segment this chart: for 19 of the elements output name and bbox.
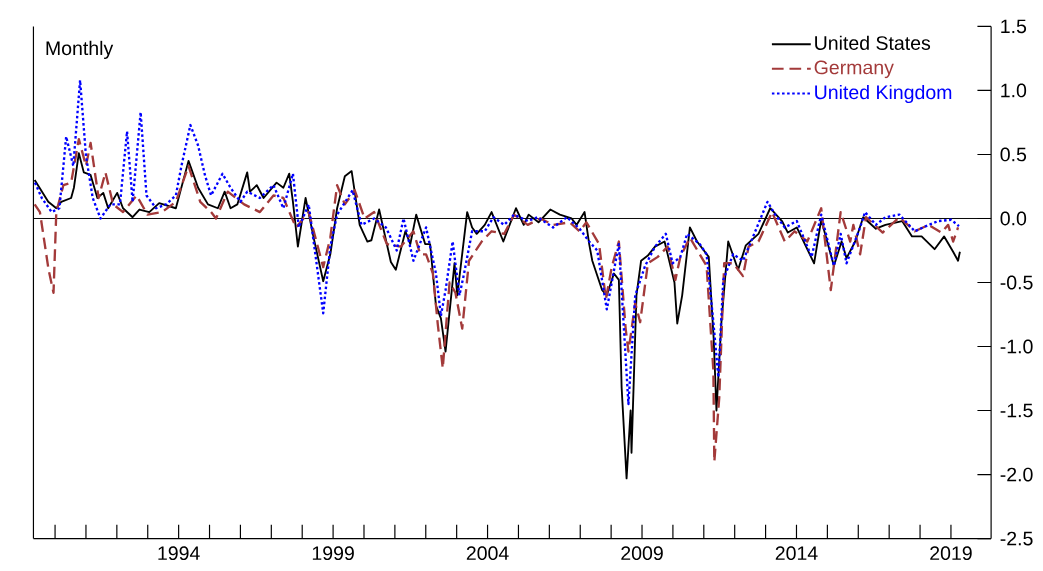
annotation: Monthly <box>46 40 114 60</box>
y-tick-label: -2.5 <box>1000 531 1033 546</box>
y-tick-label: -0.5 <box>1000 275 1033 290</box>
y-tick-label: -2.0 <box>1000 467 1033 482</box>
legend-label: United States <box>815 35 931 51</box>
x-tick-label: 2019 <box>930 546 972 561</box>
x-tick-label: 1994 <box>158 546 200 561</box>
x-tick-label: 1999 <box>312 546 354 561</box>
x-tick-label: 2009 <box>621 546 663 561</box>
y-tick-label: -1.0 <box>1000 339 1033 354</box>
x-tick-label: 2014 <box>775 546 818 561</box>
legend-label: Germany <box>814 60 894 79</box>
y-tick-label: 0.5 <box>1000 147 1027 162</box>
y-tick-label: 1.5 <box>1001 19 1027 34</box>
legend-label: United Kingdom <box>815 84 952 104</box>
x-tick-label: 2004 <box>466 546 509 561</box>
y-tick-label: -1.5 <box>1000 403 1033 418</box>
y-tick-label: 1.0 <box>1001 83 1027 98</box>
y-tick-label: 0.0 <box>1000 211 1027 226</box>
